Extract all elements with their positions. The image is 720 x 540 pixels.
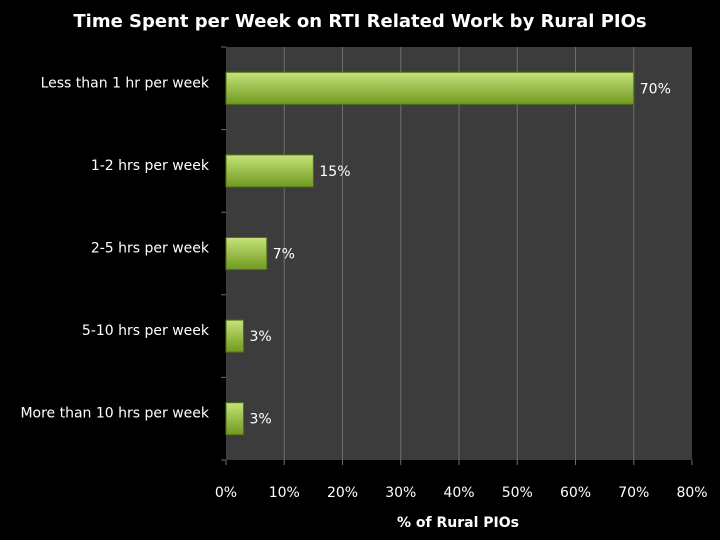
x-tick-label: 50% [502, 485, 533, 501]
x-tick-labels: 0% 10% 20% 30% 40% 50% 60% 70% 80% [215, 485, 708, 501]
x-tick-label: 70% [618, 485, 649, 501]
data-label: 3% [249, 329, 271, 345]
category-label: Less than 1 hr per week [41, 75, 210, 91]
bar [225, 237, 268, 270]
x-tick-label: 40% [443, 485, 474, 501]
category-labels: Less than 1 hr per week 1-2 hrs per week 2… [20, 75, 209, 421]
chart-title: Time Spent per Week on RTI Related Work … [73, 11, 646, 32]
bars: 70% 15% 7% 3% 3% [225, 71, 671, 436]
x-tick-label: 0% [215, 485, 237, 501]
category-label: 2-5 hrs per week [91, 241, 210, 257]
data-label: 70% [640, 81, 671, 97]
bar [225, 71, 635, 105]
bar [225, 402, 244, 436]
category-label: More than 10 hrs per week [20, 406, 209, 422]
category-label: 1-2 hrs per week [91, 158, 210, 174]
x-tick-label: 60% [560, 485, 591, 501]
x-tick-label: 10% [269, 485, 300, 501]
bar [225, 319, 244, 353]
x-tick-label: 30% [385, 485, 416, 501]
data-label: 3% [249, 412, 271, 428]
x-tick-label: 20% [327, 485, 358, 501]
x-axis-label: % of Rural PIOs [397, 515, 519, 531]
gridlines [221, 46, 693, 465]
x-tick-label: 80% [676, 485, 707, 501]
bar [225, 154, 314, 188]
category-label: 5-10 hrs per week [82, 323, 210, 339]
data-label: 7% [273, 247, 295, 263]
data-label: 15% [319, 164, 350, 180]
